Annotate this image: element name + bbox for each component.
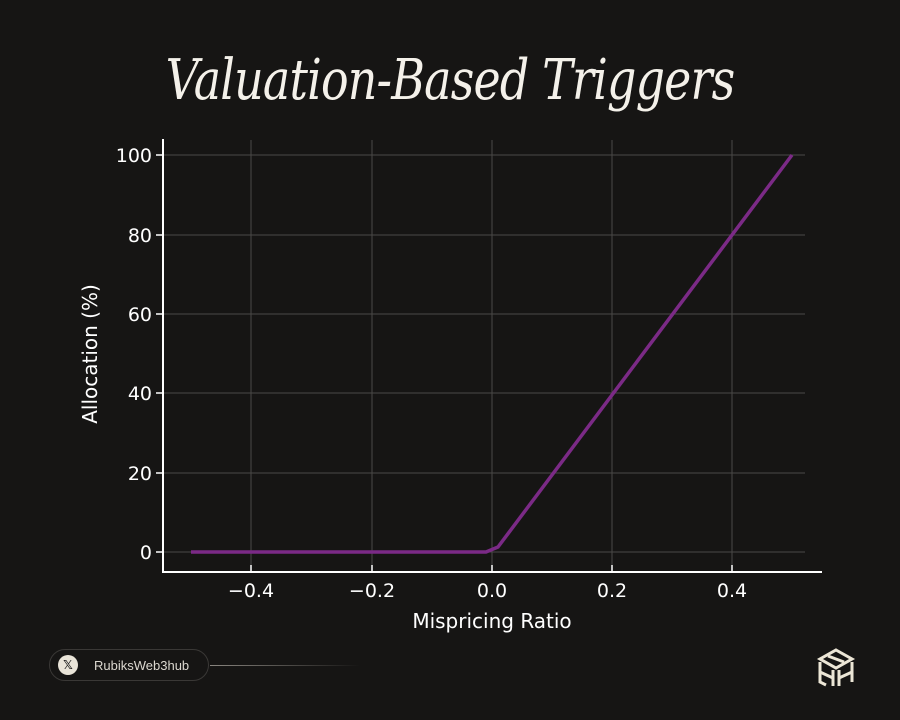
allocation-line <box>191 153 794 554</box>
y-tick-label: 40 <box>128 383 152 405</box>
x-axis-label: Mispricing Ratio <box>412 609 571 633</box>
y-tick-label: 100 <box>116 145 152 167</box>
cube-logo-icon <box>816 648 856 687</box>
x-tick-labels: −0.4 −0.2 0.0 0.2 0.4 <box>228 580 747 602</box>
y-axis-label: Allocation (%) <box>78 284 102 424</box>
x-tick-label: 0.4 <box>717 580 747 602</box>
y-tick-label: 0 <box>140 542 152 564</box>
social-handle-badge[interactable]: 𝕏 RubiksWeb3hub <box>49 649 209 681</box>
y-tick-label: 60 <box>128 304 152 326</box>
x-tick-label: 0.2 <box>597 580 627 602</box>
x-tick-label: −0.4 <box>228 580 274 602</box>
y-tick-label: 80 <box>128 225 152 247</box>
chart-title: Valuation-Based Triggers <box>165 48 736 113</box>
y-tick-labels: 100 80 60 40 20 0 <box>116 145 152 564</box>
gridlines <box>163 140 805 572</box>
divider-line <box>210 665 360 666</box>
x-logo-icon: 𝕏 <box>58 655 78 675</box>
social-handle: RubiksWeb3hub <box>94 657 190 673</box>
ticks <box>156 154 733 572</box>
x-tick-label: 0.0 <box>477 580 507 602</box>
y-tick-label: 20 <box>128 463 152 485</box>
x-tick-label: −0.2 <box>349 580 395 602</box>
